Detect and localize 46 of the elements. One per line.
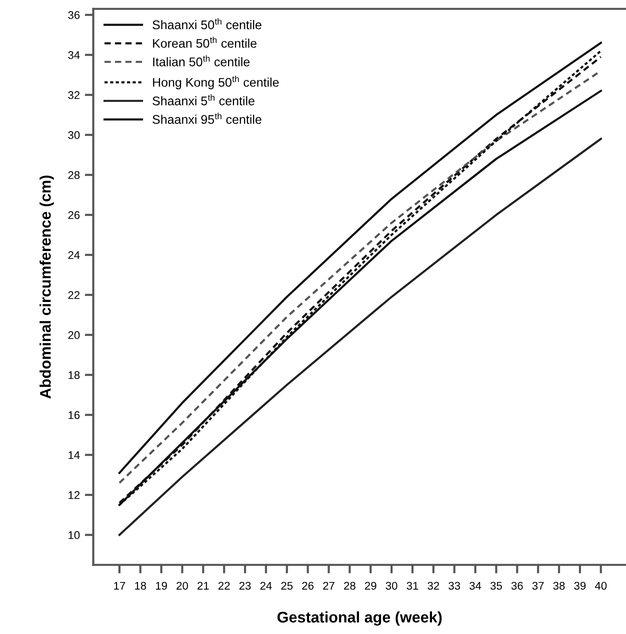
y-tick-label: 28 (68, 171, 80, 180)
x-tick-label: 36 (511, 582, 523, 590)
x-tick-label: 25 (281, 582, 293, 590)
x-tick-label: 31 (406, 582, 418, 590)
x-tick-label: 18 (135, 582, 146, 590)
x-tick-label: 30 (386, 582, 398, 590)
y-axis-title: Abdominal circumference (cm) (40, 176, 54, 399)
legend-label: Shaanxi 95$^{th}$ centile (152, 112, 262, 124)
x-tick-label: 33 (448, 582, 460, 590)
y-tick-label: 26 (68, 211, 80, 220)
y-tick-label: 14 (68, 451, 80, 459)
x-tick-label: 26 (302, 582, 314, 590)
y-tick-label: 36 (68, 11, 80, 20)
y-tick-label: 16 (68, 411, 80, 420)
x-tick-label: 29 (365, 582, 376, 590)
legend-label: Hong Kong 50$^{th}$ centile (153, 76, 279, 90)
x-tick-label: 19 (156, 582, 167, 590)
x-tick-label: 27 (323, 582, 334, 590)
x-tick-label: 21 (198, 582, 209, 590)
x-tick-label: 40 (594, 582, 607, 590)
x-tick-label: 37 (532, 582, 544, 590)
x-tick-label: 34 (470, 582, 482, 590)
y-tick-label: 12 (68, 491, 80, 499)
x-tick-label: 39 (574, 582, 586, 590)
y-tick-label: 24 (68, 251, 80, 259)
x-tick-label: 38 (553, 582, 565, 590)
legend-label: Korean 50$^{th}$ centile (153, 36, 256, 48)
x-tick-label: 28 (344, 582, 356, 590)
y-tick-label: 32 (68, 91, 80, 100)
x-tick-label: 32 (428, 582, 440, 590)
y-tick-label: 30 (68, 131, 80, 140)
y-tick-label: 34 (68, 51, 80, 60)
y-tick-label: 10 (68, 531, 80, 540)
x-tick-label: 35 (490, 582, 502, 590)
legend-label: Shaanxi 50$^{th}$ centile (152, 18, 262, 30)
legend-label: Shaanxi 5$^{th}$ centile (152, 94, 254, 106)
y-tick-label: 22 (68, 291, 80, 299)
y-tick-label: 18 (68, 371, 80, 380)
x-tick-label: 24 (260, 582, 272, 590)
x-axis-title: Gestational age (week) (277, 611, 442, 626)
x-tick-label: 20 (176, 582, 188, 590)
x-tick-label: 22 (218, 582, 230, 590)
x-tick-label: 23 (239, 582, 251, 590)
y-tick-label: 20 (68, 331, 80, 340)
legend-label: Italian 50$^{th}$ centile (153, 55, 250, 66)
x-tick-label: 17 (114, 582, 126, 590)
